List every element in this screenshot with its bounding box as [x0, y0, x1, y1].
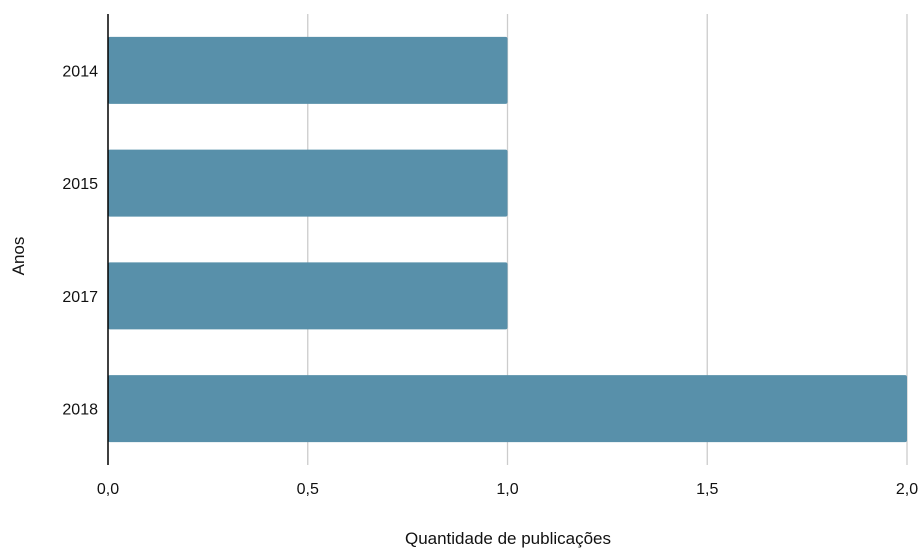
tick-labels: 0,0 0,5 1,0 1,5 2,0 2014 2015 2017 2018	[62, 63, 918, 498]
x-axis-title: Quantidade de publicações	[405, 529, 611, 548]
bar-2018	[108, 375, 907, 443]
y-tick-label: 2014	[62, 63, 98, 80]
bar-2015	[108, 149, 508, 217]
x-tick-label: 0,0	[97, 481, 119, 498]
y-tick-label: 2015	[62, 176, 98, 193]
bar-2017	[108, 262, 508, 330]
y-axis-title: Anos	[9, 237, 28, 276]
x-tick-label: 0,5	[297, 481, 319, 498]
x-tick-label: 1,0	[496, 481, 518, 498]
y-tick-label: 2017	[62, 289, 98, 306]
x-tick-label: 1,5	[696, 481, 718, 498]
y-tick-label: 2018	[62, 402, 98, 419]
x-tick-label: 2,0	[896, 481, 918, 498]
bar-2014	[108, 36, 508, 104]
bars	[108, 36, 907, 443]
